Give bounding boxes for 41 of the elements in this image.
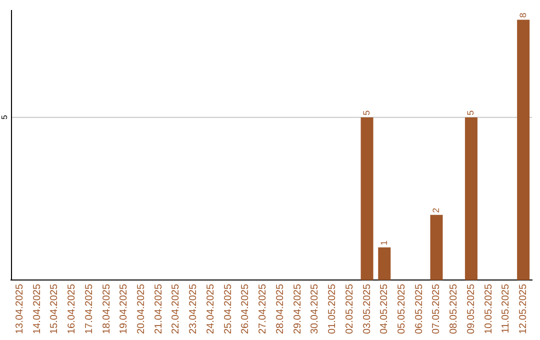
x-tick-label: 16.04.2025 [66,284,78,334]
x-tick-label: 27.04.2025 [258,284,269,334]
x-tick-label: 21.04.2025 [153,284,164,334]
x-tick-label: 03.05.2025 [362,284,373,334]
x-tick-label: 09.05.2025 [466,284,477,334]
x-tick-label: 08.05.2025 [448,284,460,334]
bar [378,247,391,280]
x-tick-label: 11.05.2025 [500,284,512,334]
x-tick-label: 04.05.2025 [379,284,390,334]
x-tick-label: 12.05.2025 [518,284,530,334]
x-tick-label: 14.04.2025 [32,284,43,334]
data-label: 5 [466,110,476,116]
x-tick-label: 17.04.2025 [84,284,95,334]
data-label: 2 [430,208,441,213]
x-tick-label: 20.04.2025 [136,284,147,334]
x-tick-label: 15.04.2025 [49,284,60,334]
bar [430,214,443,280]
x-tick-label: 13.04.2025 [14,284,26,334]
x-tick-label: 30.04.2025 [310,284,321,334]
data-label: 5 [362,110,372,116]
x-tick-label: 24.04.2025 [205,284,216,334]
x-tick-label: 06.05.2025 [414,284,425,334]
bar [517,20,530,280]
bar [360,117,374,280]
x-tick-label: 22.04.2025 [170,284,182,334]
x-tick-label: 10.05.2025 [483,284,494,334]
ref-line-label: 5 [0,114,10,120]
x-tick-label: 25.04.2025 [222,284,234,334]
data-label: 1 [378,240,389,246]
x-tick-label: 29.04.2025 [292,284,304,334]
x-tick-label: 18.04.2025 [101,284,112,334]
x-tick-label: 02.05.2025 [344,284,356,334]
x-tick-label: 07.05.2025 [431,284,442,334]
x-tick-label: 23.04.2025 [188,284,200,334]
x-tick-label: 26.04.2025 [240,284,252,334]
bar [464,117,478,280]
x-tick-label: 28.04.2025 [274,284,286,334]
x-tick-label: 05.05.2025 [396,284,408,334]
x-tick-label: 01.05.2025 [327,284,338,334]
x-tick-label: 19.04.2025 [118,284,130,334]
data-label: 8 [518,12,528,18]
